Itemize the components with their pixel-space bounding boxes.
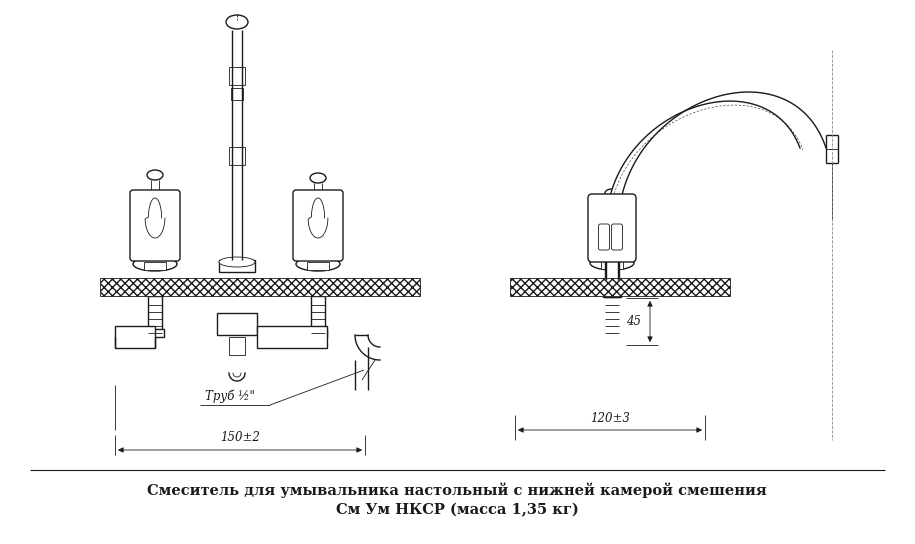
Text: Труб ½": Труб ½"	[205, 390, 255, 403]
FancyBboxPatch shape	[611, 224, 622, 250]
Ellipse shape	[296, 257, 340, 271]
Polygon shape	[606, 92, 826, 228]
Bar	[217, 313, 257, 335]
Bar	[307, 262, 329, 270]
Bar	[219, 260, 255, 272]
Ellipse shape	[226, 15, 248, 29]
Bar	[229, 147, 245, 165]
Bar	[146, 329, 164, 337]
Bar	[115, 326, 155, 348]
Bar	[100, 278, 420, 296]
Text: 150±2: 150±2	[221, 431, 260, 444]
Bar	[311, 291, 325, 296]
Ellipse shape	[133, 257, 177, 271]
Ellipse shape	[147, 170, 163, 180]
FancyBboxPatch shape	[130, 190, 180, 261]
FancyBboxPatch shape	[598, 224, 609, 250]
Bar	[603, 289, 621, 297]
Text: 120±3: 120±3	[590, 412, 630, 425]
Bar	[229, 67, 245, 85]
Ellipse shape	[605, 189, 619, 197]
FancyBboxPatch shape	[293, 190, 343, 261]
Bar	[257, 326, 327, 348]
Bar	[601, 261, 623, 269]
Text: См Ум НКСР (масса 1,35 кг): См Ум НКСР (масса 1,35 кг)	[336, 503, 578, 517]
Bar	[309, 329, 327, 337]
Polygon shape	[145, 198, 165, 238]
Ellipse shape	[590, 256, 634, 270]
Ellipse shape	[219, 257, 255, 267]
Bar	[311, 296, 325, 336]
Bar	[229, 337, 245, 355]
Text: Смеситель для умывальника настольный с нижней камерой смешения: Смеситель для умывальника настольный с н…	[147, 482, 767, 498]
Polygon shape	[308, 198, 328, 238]
Text: 45: 45	[627, 315, 641, 328]
Bar	[144, 262, 166, 270]
Bar	[148, 296, 162, 336]
Bar	[231, 88, 243, 100]
Bar	[148, 291, 162, 296]
Ellipse shape	[310, 173, 326, 183]
Bar	[510, 278, 730, 296]
FancyBboxPatch shape	[588, 194, 636, 262]
Bar	[605, 255, 619, 297]
